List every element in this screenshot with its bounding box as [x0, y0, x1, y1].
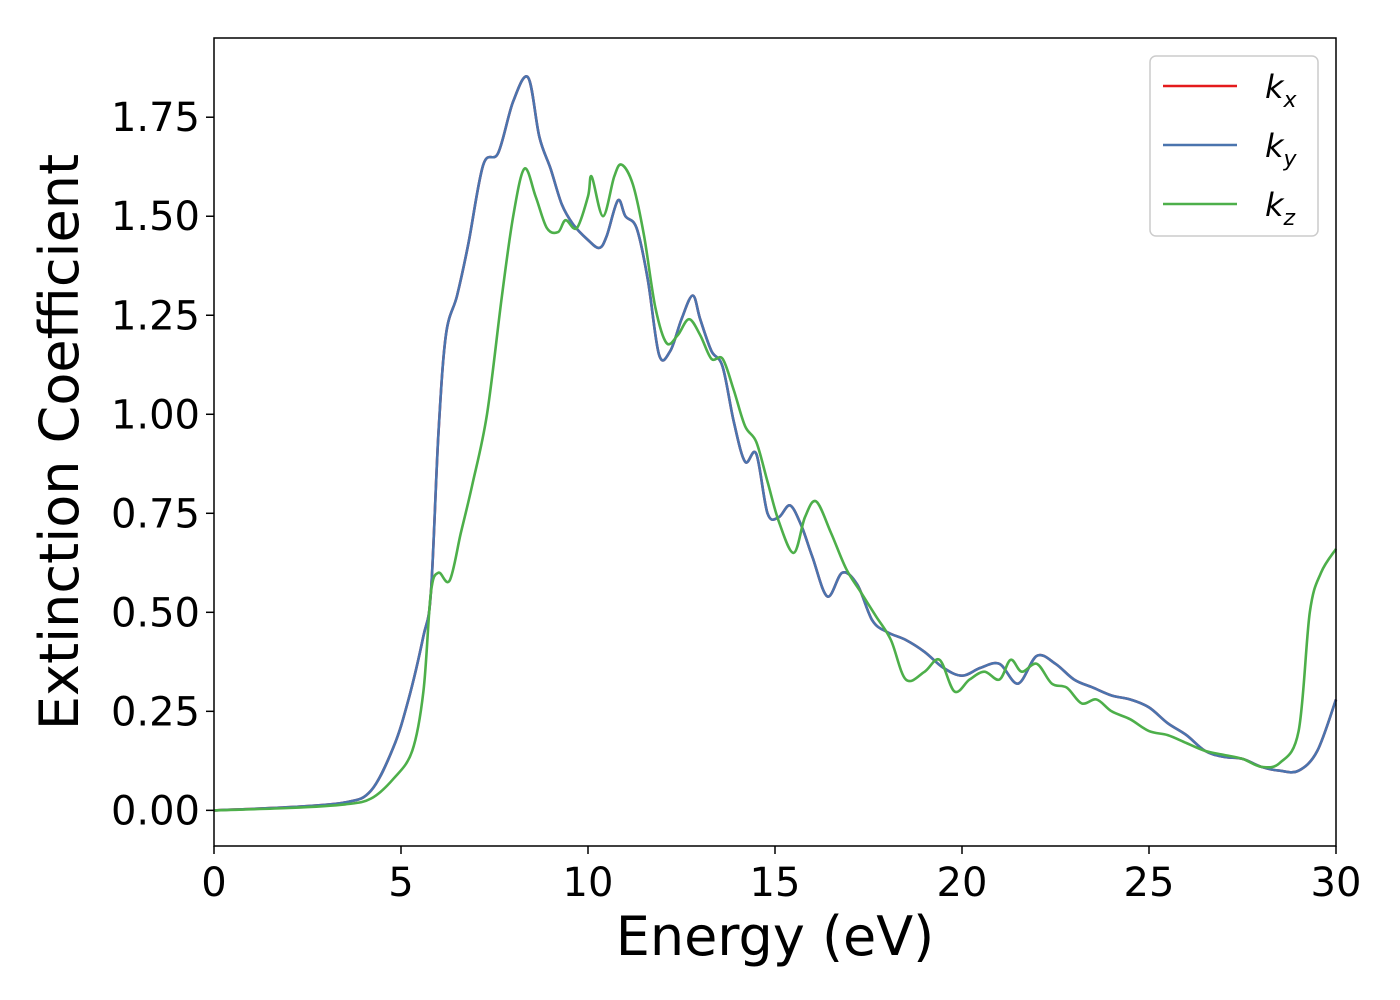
y-tick-label: 1.50: [111, 194, 200, 240]
x-axis-label: Energy (eV): [616, 905, 935, 968]
y-tick-label: 1.25: [111, 293, 200, 339]
y-axis-label: Extinction Coefficient: [28, 154, 91, 730]
x-tick-label: 25: [1124, 860, 1175, 906]
x-tick-label: 5: [388, 860, 413, 906]
x-tick-label: 0: [201, 860, 226, 906]
y-tick-label: 0.25: [111, 689, 200, 735]
y-tick-label: 1.00: [111, 392, 200, 438]
y-tick-label: 1.75: [111, 95, 200, 141]
series-line-y: [213, 75, 1338, 812]
x-tick-label: 30: [1311, 860, 1362, 906]
series-layer: [213, 75, 1338, 812]
y-tick-label: 0.00: [111, 788, 200, 834]
x-tick-label: 10: [563, 860, 614, 906]
series-line-z: [213, 163, 1338, 812]
y-tick-label: 0.75: [111, 491, 200, 537]
y-tick-label: 0.50: [111, 590, 200, 636]
x-tick-label: 20: [937, 860, 988, 906]
y-axis-ticks: 0.00 0.25 0.50 0.75 1.00 1.25 1.50 1.75: [111, 95, 214, 834]
x-axis-ticks: 0 5 10 15 20 25 30: [201, 846, 1361, 906]
x-tick-label: 15: [750, 860, 801, 906]
